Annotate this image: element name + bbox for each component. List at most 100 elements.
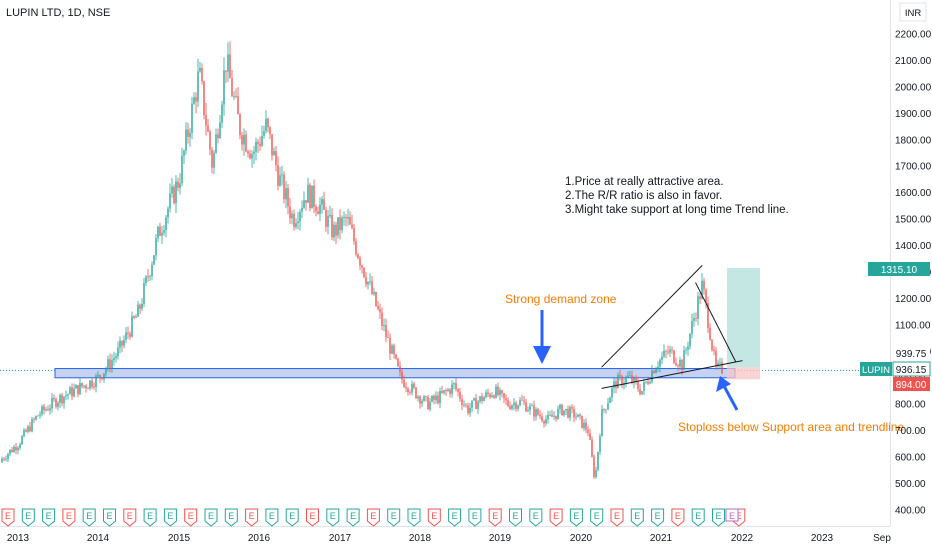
candle-body <box>13 446 15 453</box>
earnings-marker-label: E <box>188 511 194 521</box>
candle-body <box>665 350 667 352</box>
candle-body <box>307 184 309 203</box>
trendline[interactable] <box>695 282 737 363</box>
earnings-marker-icon[interactable]: E <box>671 508 685 527</box>
target-zone[interactable] <box>727 268 760 368</box>
earnings-marker-icon[interactable]: E <box>488 508 502 527</box>
earnings-marker-icon[interactable]: E <box>143 508 157 527</box>
earnings-marker-icon[interactable]: E <box>42 508 56 527</box>
candle-body <box>241 135 243 145</box>
candle-body <box>243 134 245 145</box>
candle-body <box>597 451 599 470</box>
candle-body <box>441 391 443 393</box>
earnings-marker-label: E <box>25 511 31 521</box>
stop-zone[interactable] <box>727 367 760 380</box>
trendline[interactable] <box>601 265 703 368</box>
candle-body <box>633 377 635 383</box>
candle-body <box>689 333 691 347</box>
earnings-marker-icon[interactable]: E <box>163 508 177 527</box>
earnings-marker-icon[interactable]: E <box>285 508 299 527</box>
candle-body <box>285 188 287 200</box>
earnings-marker-icon[interactable]: E <box>549 508 563 527</box>
candle-body <box>499 390 501 395</box>
earnings-marker-icon[interactable]: E <box>224 508 238 527</box>
symbol-text: LUPIN <box>862 365 890 376</box>
entry-price-badge <box>893 346 930 360</box>
earnings-marker-label: E <box>289 511 295 521</box>
trendline[interactable] <box>601 360 743 389</box>
earnings-marker-icon[interactable]: E <box>569 508 583 527</box>
candle-body <box>129 333 131 337</box>
candle-body <box>77 385 79 395</box>
candle-body <box>45 409 47 411</box>
time-axis[interactable]: 2013 2014 2015 2016 2017 2018 2019 2020 2021 2022… <box>7 533 891 544</box>
earnings-marker-icon[interactable]: E <box>387 508 401 527</box>
candle-body <box>575 417 577 418</box>
candle-body <box>35 416 37 420</box>
candle-body <box>433 395 435 401</box>
earnings-marker-label: E <box>715 511 721 521</box>
candle-body <box>555 415 557 419</box>
earnings-marker-icon[interactable]: E <box>326 508 340 527</box>
candle-body <box>627 375 629 377</box>
earnings-marker-icon[interactable]: E <box>62 508 76 527</box>
earnings-marker-icon[interactable]: E <box>123 508 137 527</box>
earnings-marker-icon[interactable]: E <box>407 508 421 527</box>
trendlines[interactable] <box>601 265 743 389</box>
candle-body <box>521 399 523 401</box>
candle-body <box>385 325 387 338</box>
earnings-marker-icon[interactable]: E <box>204 508 218 527</box>
earnings-marker-label: E <box>309 511 315 521</box>
y-tick-label: 1700.00 <box>895 162 932 173</box>
candle-body <box>205 115 207 126</box>
earnings-marker-icon[interactable]: E <box>21 508 35 527</box>
earnings-marker-icon[interactable]: E <box>245 508 259 527</box>
earnings-marker-icon[interactable]: E <box>82 508 96 527</box>
candle-body <box>103 373 105 380</box>
x-tick-label: 2016 <box>248 533 271 544</box>
earnings-marker-icon[interactable]: E <box>265 508 279 527</box>
earnings-marker-icon[interactable]: E <box>184 508 198 527</box>
candle-body <box>255 141 257 152</box>
demand-zone-rect[interactable] <box>54 368 736 379</box>
candle-body <box>577 414 579 418</box>
candle-body <box>249 153 251 159</box>
earnings-marker-icon[interactable]: E <box>427 508 441 527</box>
earnings-marker-icon[interactable]: E <box>1 508 15 527</box>
earnings-marker-icon[interactable]: E <box>712 508 725 527</box>
candle-body <box>529 405 531 411</box>
candle-body <box>525 402 527 412</box>
candle-body <box>587 429 589 434</box>
earnings-marker-icon[interactable]: E <box>448 508 462 527</box>
earnings-marker-icon[interactable]: E <box>610 508 624 527</box>
candle-body <box>607 403 609 410</box>
earnings-marker-icon[interactable]: E <box>366 508 380 527</box>
earnings-marker-icon[interactable]: E <box>630 508 644 527</box>
x-tick-label: 2023 <box>811 533 834 544</box>
candle-body <box>367 281 369 285</box>
candle-body <box>431 395 433 402</box>
candle-body <box>25 429 27 432</box>
candle-body <box>481 396 483 402</box>
candle-body <box>461 399 463 406</box>
earnings-marker-icon[interactable]: E <box>590 508 604 527</box>
earnings-marker-icon[interactable]: E <box>651 508 665 527</box>
candle-body <box>541 416 543 421</box>
earnings-marker-icon[interactable]: E <box>468 508 482 527</box>
candle-body <box>687 346 689 350</box>
earnings-marker-icon[interactable]: E <box>725 508 739 522</box>
currency-button[interactable] <box>899 2 927 22</box>
candle-body <box>661 356 663 360</box>
candle-body <box>515 402 517 409</box>
candle-body <box>697 296 699 319</box>
earnings-marker-icon[interactable]: E <box>346 508 360 527</box>
earnings-marker-icon[interactable]: E <box>691 508 705 527</box>
candle-body <box>519 399 521 406</box>
earnings-marker-icon[interactable]: E <box>306 508 319 527</box>
candle-body <box>269 127 271 135</box>
candle-body <box>79 382 81 395</box>
earnings-marker-icon[interactable]: E <box>103 508 116 527</box>
earnings-marker-icon[interactable]: E <box>529 508 543 527</box>
earnings-marker-icon[interactable]: E <box>509 508 522 527</box>
